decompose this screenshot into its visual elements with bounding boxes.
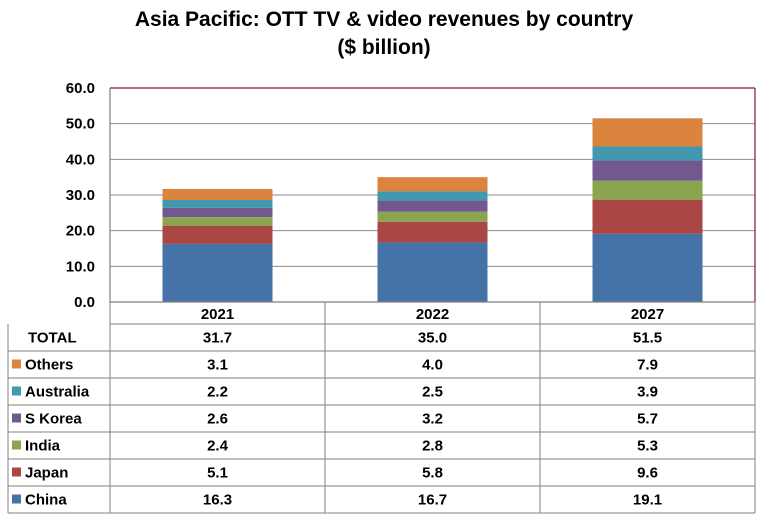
bar-segment-india-2022 xyxy=(377,211,488,222)
bar-segment-australia-2027 xyxy=(592,146,703,161)
bar-segment-japan-2021 xyxy=(162,225,273,244)
data-label: 5.7 xyxy=(637,411,658,428)
bar-segment-china-2022 xyxy=(377,242,488,302)
data-label: 2.4 xyxy=(207,438,229,455)
bar-segment-others-2021 xyxy=(162,188,273,200)
bar-segment-japan-2027 xyxy=(592,199,703,234)
table-row-label-total: TOTAL xyxy=(28,330,77,347)
bar-segment-s-korea-2022 xyxy=(377,200,488,212)
data-label: 2.5 xyxy=(422,384,443,401)
data-label: 5.3 xyxy=(637,438,658,455)
bar-segment-others-2022 xyxy=(377,177,488,192)
table-row-label: China xyxy=(25,492,67,509)
chart-subtitle: ($ billion) xyxy=(337,36,431,59)
bar-segment-china-2027 xyxy=(592,233,703,302)
table-row-label: India xyxy=(25,438,61,455)
data-label: 7.9 xyxy=(637,357,658,374)
x-category-label: 2022 xyxy=(416,306,449,323)
legend-key-japan xyxy=(12,467,21,477)
y-tick-label: 20.0 xyxy=(66,223,95,240)
data-label: 19.1 xyxy=(633,492,662,509)
bar-segment-japan-2022 xyxy=(377,221,488,243)
table-row-label: Australia xyxy=(25,384,90,401)
data-label: 4.0 xyxy=(422,357,443,374)
data-label: 35.0 xyxy=(418,330,447,347)
y-tick-label: 40.0 xyxy=(66,151,95,168)
table-row-label: Japan xyxy=(25,465,68,482)
data-label: 9.6 xyxy=(637,465,658,482)
data-label: 51.5 xyxy=(633,330,662,347)
bar-segment-india-2021 xyxy=(162,217,273,226)
data-label: 5.1 xyxy=(207,465,228,482)
table-row-label: Others xyxy=(25,357,73,374)
data-label: 2.2 xyxy=(207,384,228,401)
y-tick-label: 50.0 xyxy=(66,116,95,133)
data-label: 5.8 xyxy=(422,465,443,482)
data-label: 3.1 xyxy=(207,357,228,374)
data-label: 31.7 xyxy=(203,330,232,347)
bar-segment-s-korea-2027 xyxy=(592,160,703,181)
x-category-label: 2021 xyxy=(201,306,234,323)
data-label: 16.7 xyxy=(418,492,447,509)
y-tick-label: 30.0 xyxy=(66,187,95,204)
x-category-label: 2027 xyxy=(631,306,664,323)
bar-segment-others-2027 xyxy=(592,118,703,147)
bar-segment-s-korea-2021 xyxy=(162,207,273,218)
bar-segment-australia-2022 xyxy=(377,191,488,201)
legend-key-s-korea xyxy=(12,413,21,423)
data-label: 16.3 xyxy=(203,492,232,509)
chart-title: Asia Pacific: OTT TV & video revenues by… xyxy=(134,8,634,31)
bar-segment-australia-2021 xyxy=(162,199,273,208)
y-tick-label: 60.0 xyxy=(66,80,95,97)
y-tick-label: 10.0 xyxy=(66,258,95,275)
data-label: 3.9 xyxy=(637,384,658,401)
data-label: 2.8 xyxy=(422,438,443,455)
data-label: 2.6 xyxy=(207,411,228,428)
legend-key-india xyxy=(12,440,21,450)
bar-segment-china-2021 xyxy=(162,243,273,302)
y-tick-label: 0.0 xyxy=(74,294,95,311)
legend-key-australia xyxy=(12,386,21,396)
legend-key-others xyxy=(12,359,21,369)
legend-key-china xyxy=(12,494,21,504)
data-label: 3.2 xyxy=(422,411,443,428)
bar-segment-india-2027 xyxy=(592,180,703,200)
table-row-label: S Korea xyxy=(25,411,82,428)
